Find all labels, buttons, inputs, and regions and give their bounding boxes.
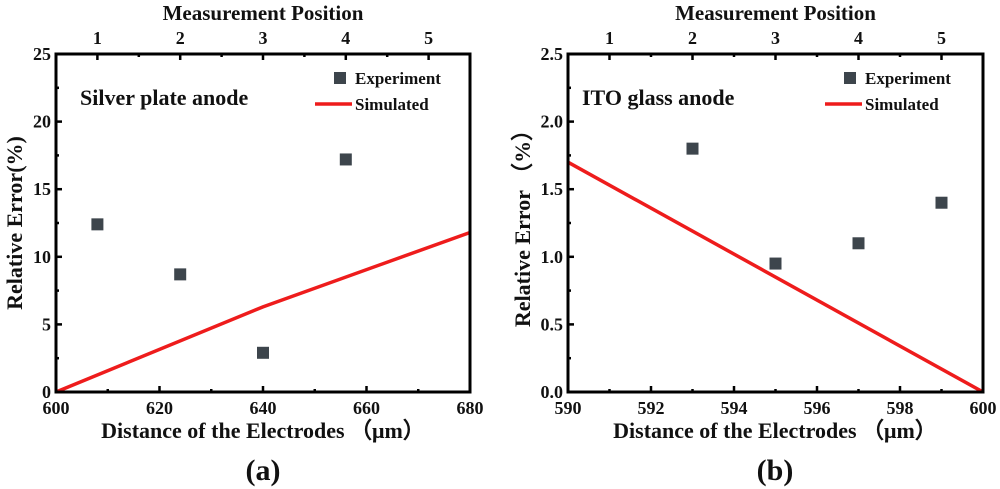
x-tick-label: 600 [970, 398, 997, 418]
y-tick-label: 0 [42, 382, 51, 402]
y-tick-label: 10 [33, 247, 51, 267]
experiment-point [91, 218, 104, 231]
y-tick-label: 2.5 [541, 44, 564, 64]
y-tick-label: 25 [33, 44, 51, 64]
top-tick-label: 2 [688, 28, 697, 48]
top-tick-label: 5 [424, 28, 433, 48]
legend-experiment-label: Experiment [355, 69, 441, 88]
y-tick-label: 1.0 [541, 247, 564, 267]
top-tick-label: 1 [93, 28, 102, 48]
simulated-line [55, 230, 471, 394]
x-tick-label: 598 [887, 398, 914, 418]
x-tick-label: 592 [638, 398, 665, 418]
legend-simulated-label: Simulated [355, 95, 429, 114]
chart-panel-a: 600 620 640 660 680 0 5 10 15 20 25 1 2 3 4 5 Measuremen… [2, 1, 484, 487]
experiment-point [935, 196, 948, 209]
y-tick-label: 5 [42, 314, 51, 334]
top-tick-label: 1 [605, 28, 614, 48]
y-tick-label: 1.5 [541, 179, 564, 199]
y-axis-title: Relative Error （%） [510, 119, 535, 327]
top-tick-label: 4 [341, 28, 350, 48]
legend-simulated-label: Simulated [865, 95, 939, 114]
top-tick-label: 5 [937, 28, 946, 48]
panel-label: (a) [246, 454, 281, 487]
x-tick-label: 590 [555, 398, 582, 418]
experiment-point [852, 237, 865, 250]
top-tick-label: 3 [771, 28, 780, 48]
y-tick-label: 20 [33, 112, 51, 132]
top-tick-label: 3 [259, 28, 268, 48]
x-axis-title: Distance of the Electrodes （μm） [613, 418, 937, 443]
x-tick-label: 660 [353, 398, 380, 418]
top-axis-title: Measurement Position [675, 1, 876, 25]
x-tick-label: 600 [43, 398, 70, 418]
top-tick-label: 4 [854, 28, 863, 48]
simulated-line [567, 160, 984, 394]
panel-label: (b) [757, 454, 794, 487]
y-tick-label: 0.0 [541, 382, 564, 402]
legend-experiment-marker [334, 72, 346, 84]
experiment-point [686, 142, 699, 155]
y-axis-title: Relative Error(%) [2, 136, 27, 310]
experiment-point [769, 257, 782, 270]
experiment-point [174, 268, 187, 281]
chart-panel-b: 590 592 594 596 598 600 0.0 0.5 1.0 1.5 2.0 2.5 1 2 3 4… [510, 1, 997, 487]
legend-experiment-label: Experiment [865, 69, 951, 88]
y-tick-label: 0.5 [541, 314, 564, 334]
x-tick-label: 594 [721, 398, 748, 418]
top-tick-label: 2 [176, 28, 185, 48]
y-tick-label: 15 [33, 179, 51, 199]
x-axis-title: Distance of the Electrodes （μm） [101, 418, 425, 443]
x-tick-label: 680 [457, 398, 484, 418]
experiment-point [257, 346, 269, 359]
experiment-point [339, 153, 352, 166]
legend-experiment-marker [844, 72, 856, 84]
y-tick-label: 2.0 [541, 112, 564, 132]
x-tick-label: 640 [250, 398, 277, 418]
top-axis-title: Measurement Position [163, 1, 364, 25]
x-tick-label: 596 [804, 398, 831, 418]
x-tick-label: 620 [146, 398, 173, 418]
panel-annotation: Silver plate anode [80, 85, 249, 110]
panel-annotation: ITO glass anode [582, 85, 735, 110]
